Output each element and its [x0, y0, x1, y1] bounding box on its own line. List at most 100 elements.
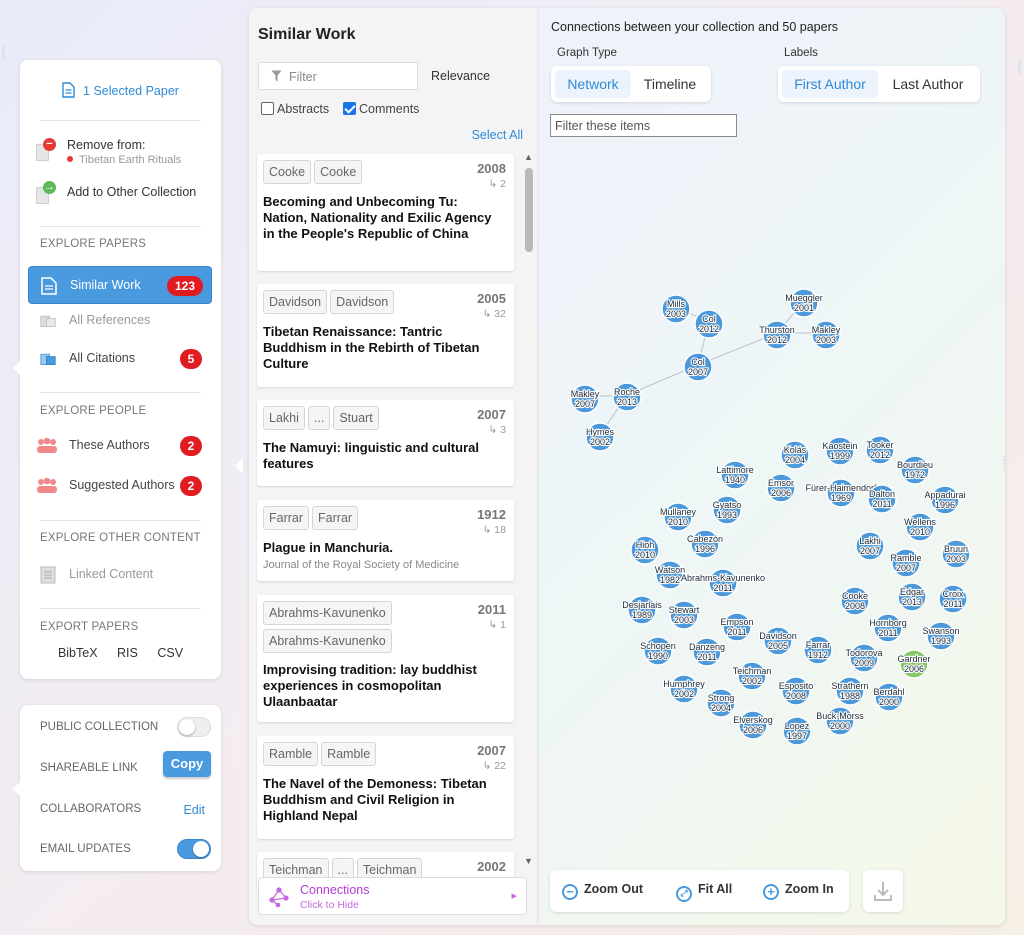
author-chip[interactable]: Farrar	[312, 506, 359, 530]
select-all-link[interactable]: Select All	[471, 128, 523, 142]
left-edge-handle[interactable]	[2, 46, 5, 60]
paper-title[interactable]: The Namuyi: linguistic and cultural feat…	[263, 440, 479, 471]
nav-linked-content[interactable]: Linked Content	[28, 556, 212, 594]
selected-paper-link[interactable]: 1 Selected Paper	[20, 82, 221, 98]
resize-grip-icon[interactable]: ⋮ ⋮	[999, 455, 1005, 471]
label-last-author[interactable]: Last Author	[892, 76, 964, 92]
author-chip[interactable]: Ramble	[321, 742, 377, 766]
connections-toggle[interactable]: Connections Click to Hide ▸	[258, 877, 527, 915]
nav-suggested-authors[interactable]: Suggested Authors 2	[28, 467, 212, 505]
paper-card[interactable]: Abrahms-KavunenkoAbrahms-Kavunenko 2011 …	[257, 595, 514, 722]
author-chip[interactable]: ...	[307, 406, 331, 430]
scroll-down-arrow[interactable]: ▼	[524, 856, 533, 866]
author-chip[interactable]: Stuart	[333, 406, 379, 430]
author-chip[interactable]: Farrar	[263, 506, 310, 530]
abstracts-checkbox[interactable]: Abstracts	[261, 102, 329, 116]
paper-card[interactable]: Lakhi... Stuart 2007 ↳ 3 The Namuyi: ling…	[257, 400, 514, 486]
zoom-out-button[interactable]: − Zoom Out	[562, 882, 643, 900]
paper-title[interactable]: Tibetan Renaissance: Tantric Buddhism in…	[263, 324, 480, 371]
nav-similar-work[interactable]: Similar Work 123	[28, 266, 212, 304]
author-chip[interactable]: Davidson	[330, 290, 395, 314]
paper-title[interactable]: Becoming and Unbecoming Tu: Nation, Nati…	[263, 194, 492, 241]
nav-all-citations[interactable]: All Citations 5	[28, 340, 212, 378]
paper-card[interactable]: Davidson Davidson 2005 ↳ 32 Tibetan Renai…	[257, 284, 514, 387]
author-chip[interactable]: Cooke	[314, 160, 363, 184]
author-chip[interactable]: Davidson	[263, 290, 328, 314]
comments-checkbox[interactable]: Comments	[343, 102, 419, 116]
edit-collaborators-link[interactable]: Edit	[183, 803, 205, 817]
paper-card[interactable]: Cooke Cooke 2008 ↳ 2 Becoming and Unbecom…	[257, 154, 514, 271]
graph-type-network[interactable]: Network	[555, 70, 631, 98]
author-chip[interactable]: Abrahms-Kavunenko	[263, 629, 392, 653]
export-bibtex[interactable]: BibTeX	[57, 646, 98, 660]
fit-all-button[interactable]: ⤢ Fit All	[676, 882, 732, 902]
scroll-up-arrow[interactable]: ▲	[524, 152, 533, 162]
remove-from-collection[interactable]: − Remove from: Tibetan Earth Rituals	[36, 138, 211, 174]
nav-these-authors[interactable]: These Authors 2	[28, 427, 212, 465]
email-updates-toggle[interactable]	[177, 839, 211, 859]
add-to-other-collection[interactable]: → Add to Other Collection	[36, 181, 211, 207]
zoom-in-button[interactable]: + Zoom In	[763, 882, 834, 900]
sort-dropdown[interactable]: Relevance	[431, 69, 491, 83]
copy-link-button[interactable]: Copy	[163, 751, 211, 777]
author-chip[interactable]: Ramble	[263, 742, 319, 766]
nav-all-references[interactable]: All References	[28, 302, 212, 340]
export-ris[interactable]: RIS	[117, 646, 138, 660]
label-first-author[interactable]: First Author	[782, 70, 878, 98]
paper-title[interactable]: Plague in Manchuria.	[263, 540, 394, 555]
right-edge-handle[interactable]	[1018, 60, 1021, 74]
export-csv[interactable]: CSV	[157, 646, 184, 660]
author-chip[interactable]: Cooke	[263, 160, 312, 184]
download-button[interactable]	[863, 870, 903, 912]
scrollbar-thumb[interactable]	[525, 168, 533, 252]
filter-items-input[interactable]: Filter these items	[550, 114, 737, 137]
graph-type-timeline[interactable]: Timeline	[643, 76, 697, 92]
paper-card[interactable]: Farrar Farrar 1912 ↳ 18 Plague in Manchur…	[257, 500, 514, 581]
paper-card[interactable]: Ramble Ramble 2007 ↳ 22 The Navel of the …	[257, 736, 514, 839]
